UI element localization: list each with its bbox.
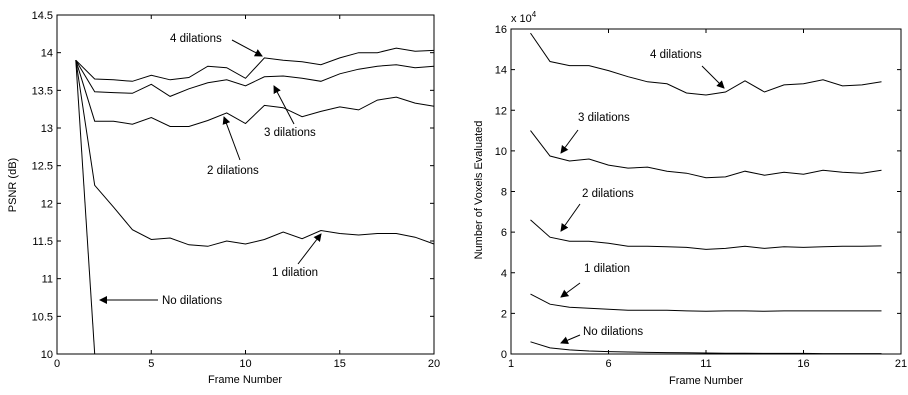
psnr-x-tick-label-15: 15 [334, 358, 346, 370]
psnr-x-tick-label-5: 5 [148, 358, 154, 370]
voxels-y-tick-label-8: 8 [501, 187, 507, 199]
voxels-series-2-dilations-line [530, 219, 882, 250]
voxels-series-1-dilation-line [530, 293, 882, 312]
psnr-annotation-4-dilations: 4 dilations [170, 33, 263, 57]
psnr-axes-ticks: 0 5 10 15 20 10 10.5 11 11.5 12 12.5 13 13.5 14 14.5 [32, 10, 441, 370]
voxels-annotation-3-dilations-label: 3 dilations [578, 112, 630, 124]
psnr-y-tick-label-13: 13 [41, 123, 53, 135]
psnr-annotation-1-dilation-label: 1 dilation [272, 267, 318, 279]
voxels-x-tick-label-21: 21 [895, 358, 907, 370]
voxels-annotation-3-dilations-arrow [560, 129, 579, 154]
voxels-series-4-dilations-line [530, 32, 882, 96]
voxels-x-tick-label-6: 6 [605, 358, 611, 370]
voxels-series [530, 32, 882, 355]
psnr-y-tick-label-11-5: 11.5 [32, 236, 53, 248]
psnr-annotation-3-dilations-arrow [273, 85, 295, 125]
voxels-annotation-3-dilations: 3 dilations [560, 112, 630, 154]
voxels-series-3-dilations-line [530, 130, 882, 179]
psnr-annotation-1-dilation-arrow [297, 233, 322, 265]
psnr-x-tick-label-0: 0 [54, 358, 60, 370]
voxels-y-tick-label-2: 2 [501, 308, 507, 320]
psnr-annotation-1-dilation: 1 dilation [272, 233, 322, 279]
voxels-annotation-no-dilations: No dilations [560, 326, 643, 344]
psnr-y-tick-label-10-5: 10.5 [32, 311, 53, 323]
psnr-y-tick-label-11: 11 [42, 274, 53, 286]
voxels-y-axis-label: Number of Voxels Evaluated [473, 121, 485, 260]
voxels-annotation-2-dilations-label: 2 dilations [582, 188, 634, 200]
voxels-plot-frame [510, 28, 902, 355]
voxels-y-tick-label-12: 12 [495, 105, 507, 117]
psnr-x-tick-label-10: 10 [239, 358, 251, 370]
psnr-y-tick-label-12-5: 12.5 [32, 161, 53, 173]
psnr-series-4-dilations-line [75, 47, 435, 82]
psnr-annotation-no-dilations: No dilations [99, 295, 222, 307]
psnr-annotation-3-dilations: 3 dilations [264, 85, 316, 139]
psnr-annotation-2-dilations-label: 2 dilations [207, 165, 259, 177]
psnr-x-tick-label-20: 20 [428, 358, 440, 370]
psnr-y-tick-label-13-5: 13.5 [32, 85, 53, 97]
voxels-y-multiplier-exp: 4 [532, 10, 537, 19]
psnr-annotation-4-dilations-arrow [231, 39, 263, 57]
voxels-annotation-no-dilations-label: No dilations [583, 326, 643, 338]
psnr-series-2-dilations-line [75, 60, 435, 127]
voxels-annotation-1-dilation-arrow [560, 282, 581, 298]
psnr-chart: 0 5 10 15 20 10 10.5 11 11.5 12 12.5 13 13.5 14 14.5 F… [7, 10, 440, 386]
voxels-x-tick-label-11: 11 [700, 358, 711, 370]
voxels-annotation-no-dilations-arrow [560, 334, 581, 344]
voxels-y-tick-label-10: 10 [495, 146, 507, 158]
psnr-series-3-dilations-line [75, 59, 435, 97]
voxels-annotation-2-dilations: 2 dilations [560, 188, 634, 232]
psnr-x-axis-label: Frame Number [208, 374, 282, 386]
psnr-series-no-dilations-line [75, 60, 96, 355]
psnr-annotation-2-dilations: 2 dilations [207, 116, 259, 177]
psnr-y-axis-label: PSNR (dB) [7, 158, 19, 212]
psnr-annotation-2-dilations-arrow [222, 116, 241, 161]
psnr-annotation-3-dilations-label: 3 dilations [264, 127, 316, 139]
voxels-y-tick-label-6: 6 [501, 227, 507, 239]
voxels-annotation-4-dilations-label: 4 dilations [650, 49, 702, 61]
psnr-series [75, 47, 435, 355]
voxels-x-axis-label: Frame Number [669, 375, 743, 387]
voxels-annotation-1-dilation-label: 1 dilation [584, 263, 630, 275]
psnr-y-tick-label-12: 12 [41, 198, 53, 210]
voxels-y-tick-label-14: 14 [495, 65, 507, 77]
psnr-y-tick-label-14-5: 14.5 [32, 10, 53, 22]
voxels-y-multiplier-base: x 10 [511, 13, 532, 25]
voxels-y-tick-label-0: 0 [501, 349, 507, 361]
voxels-annotation-4-dilations: 4 dilations [650, 49, 725, 89]
psnr-y-tick-label-14: 14 [41, 48, 53, 60]
psnr-annotation-no-dilations-label: No dilations [162, 295, 222, 307]
psnr-series-1-dilation-line [75, 60, 435, 247]
voxels-y-tick-label-4: 4 [501, 268, 507, 280]
psnr-annotation-4-dilations-label: 4 dilations [170, 33, 222, 45]
voxels-series-no-dilations-line [530, 341, 882, 355]
voxels-y-multiplier: x 104 [511, 10, 537, 25]
voxels-annotation-2-dilations-arrow [560, 203, 581, 232]
psnr-y-tick-label-10: 10 [41, 349, 53, 361]
voxels-x-tick-label-16: 16 [797, 358, 809, 370]
voxels-annotation-4-dilations-arrow [701, 65, 725, 89]
voxels-x-tick-label-1: 1 [508, 358, 514, 370]
voxels-y-tick-label-16: 16 [495, 24, 507, 36]
voxels-annotation-1-dilation: 1 dilation [560, 263, 630, 298]
